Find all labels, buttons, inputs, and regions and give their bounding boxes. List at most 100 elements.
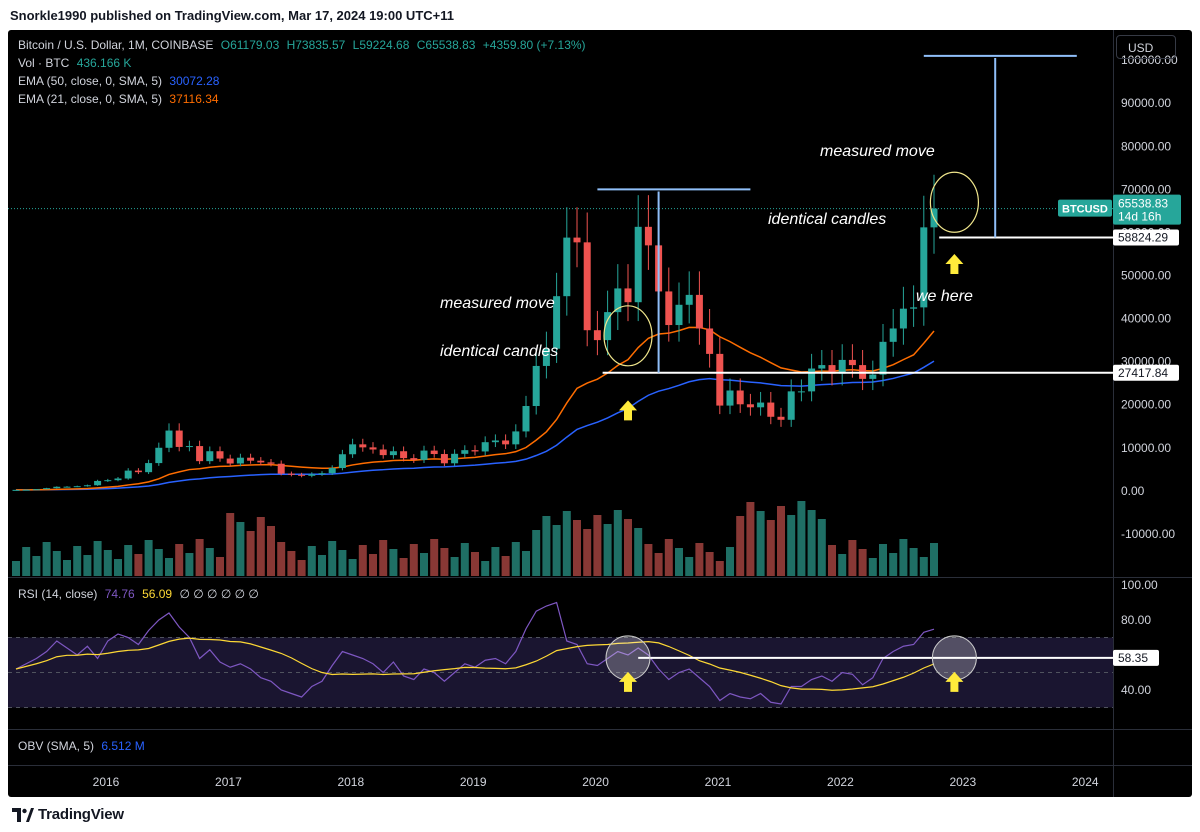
volume-bar — [93, 541, 102, 576]
tradingview-logo[interactable]: TradingView — [12, 806, 124, 823]
chart-frame[interactable]: 100000.0090000.0080000.0070000.0060000.0… — [8, 30, 1192, 797]
volume-bar — [154, 549, 163, 576]
candle-body — [614, 288, 622, 313]
volume-bar — [430, 539, 439, 576]
candle-body — [695, 294, 703, 329]
volume-bar — [195, 539, 204, 576]
volume-bar — [644, 544, 653, 576]
candle-body — [736, 390, 744, 405]
footer-bar: TradingView — [0, 797, 1200, 832]
candle-body — [349, 444, 357, 455]
candle-body — [726, 390, 734, 406]
volume-bar — [685, 557, 694, 576]
y-tick-label: 20000.00 — [1121, 398, 1171, 412]
volume-bar — [787, 515, 796, 576]
rsi-sma-line — [15, 637, 935, 691]
rsi-legend: RSI (14, close) 74.76 56.09 ∅ ∅ ∅ ∅ ∅ ∅ — [18, 587, 259, 601]
candle-body — [318, 473, 326, 475]
rsi-tick-label: 80.00 — [1121, 613, 1151, 627]
volume-bar — [756, 511, 765, 576]
volume-bar — [899, 539, 908, 576]
volume-bar — [634, 528, 643, 576]
volume-bar — [287, 551, 296, 576]
volume-bar — [552, 525, 561, 576]
volume-bar — [715, 561, 724, 576]
candle-body — [73, 486, 81, 488]
volume-bar — [369, 554, 377, 576]
volume-bar — [42, 542, 51, 576]
y-tick-label: 100000.00 — [1121, 53, 1178, 67]
volume-bar — [858, 549, 867, 576]
volume-bar — [175, 544, 184, 576]
change-value: +4359.80 (+7.13%) — [482, 38, 586, 52]
candle-body — [124, 470, 132, 479]
candle-body — [777, 416, 785, 420]
candle-body — [787, 391, 795, 420]
volume-bar — [103, 550, 112, 576]
volume-bar — [522, 551, 530, 576]
volume-bar — [12, 561, 20, 576]
y-tick-label: 10000.00 — [1121, 441, 1171, 455]
volume-bar — [144, 540, 153, 576]
candle-body — [12, 489, 20, 491]
candle-body — [716, 353, 724, 406]
volume-bar — [409, 544, 418, 576]
candle-body — [247, 457, 255, 461]
candle-body — [573, 237, 581, 243]
rsi-level-tag-bg — [1113, 649, 1159, 666]
x-tick-label: 2019 — [460, 775, 487, 789]
candle-body — [165, 430, 173, 448]
candle-body — [379, 449, 387, 456]
obv-label: OBV (SMA, 5) — [18, 739, 95, 753]
volume-bar — [868, 558, 877, 576]
candle-body — [308, 474, 316, 476]
candle-body — [685, 294, 693, 305]
volume-bar — [583, 529, 592, 576]
x-tick-label: 2017 — [215, 775, 242, 789]
y-tick-label: 70000.00 — [1121, 182, 1171, 196]
x-tick-label: 2021 — [705, 775, 732, 789]
candle-body — [410, 458, 418, 460]
price-chart[interactable]: 100000.0090000.0080000.0070000.0060000.0… — [8, 30, 1192, 797]
volume-bar — [603, 524, 612, 576]
high-value: H73835.57 — [286, 38, 346, 52]
last-price-tag-bg — [1113, 194, 1181, 225]
candle-body — [94, 480, 102, 486]
candle-body — [604, 312, 612, 341]
candle-body — [257, 460, 265, 463]
volume-bar — [348, 559, 357, 576]
volume-bar — [63, 560, 71, 576]
candle-body — [451, 453, 459, 464]
annotation-we-here: we here — [916, 288, 973, 305]
volume-bar — [83, 555, 92, 576]
volume-bar — [52, 551, 61, 576]
candle-body — [216, 451, 224, 459]
volume-bar — [817, 519, 826, 576]
symbol-tag-bg — [1058, 199, 1112, 217]
candle-body — [869, 374, 877, 379]
y-tick-label: 80000.00 — [1121, 139, 1171, 153]
volume-bar — [695, 543, 704, 576]
candle-body — [145, 463, 153, 473]
candle-body — [196, 446, 204, 462]
up-arrow-icon — [619, 400, 637, 421]
candle-body — [889, 328, 897, 342]
volume-bar — [736, 516, 745, 576]
volume-label: Vol · BTC — [18, 56, 70, 70]
currency-button[interactable]: USD — [1116, 35, 1176, 59]
candle-body — [400, 451, 408, 459]
candle-body — [63, 486, 71, 488]
volume-bar — [481, 561, 490, 576]
x-tick-label: 2018 — [337, 775, 364, 789]
candle-body — [848, 359, 856, 366]
candle-body — [838, 359, 846, 374]
candle-body — [338, 454, 346, 469]
candle-body — [206, 451, 214, 462]
x-tick-label: 2024 — [1072, 775, 1099, 789]
candle-body — [287, 473, 295, 475]
candle-body — [328, 468, 336, 474]
candle-body — [185, 446, 193, 448]
volume-value: 436.166 K — [76, 56, 132, 70]
volume-bar — [909, 548, 918, 576]
symbol-name: Bitcoin / U.S. Dollar, 1M, COINBASE — [18, 38, 214, 52]
